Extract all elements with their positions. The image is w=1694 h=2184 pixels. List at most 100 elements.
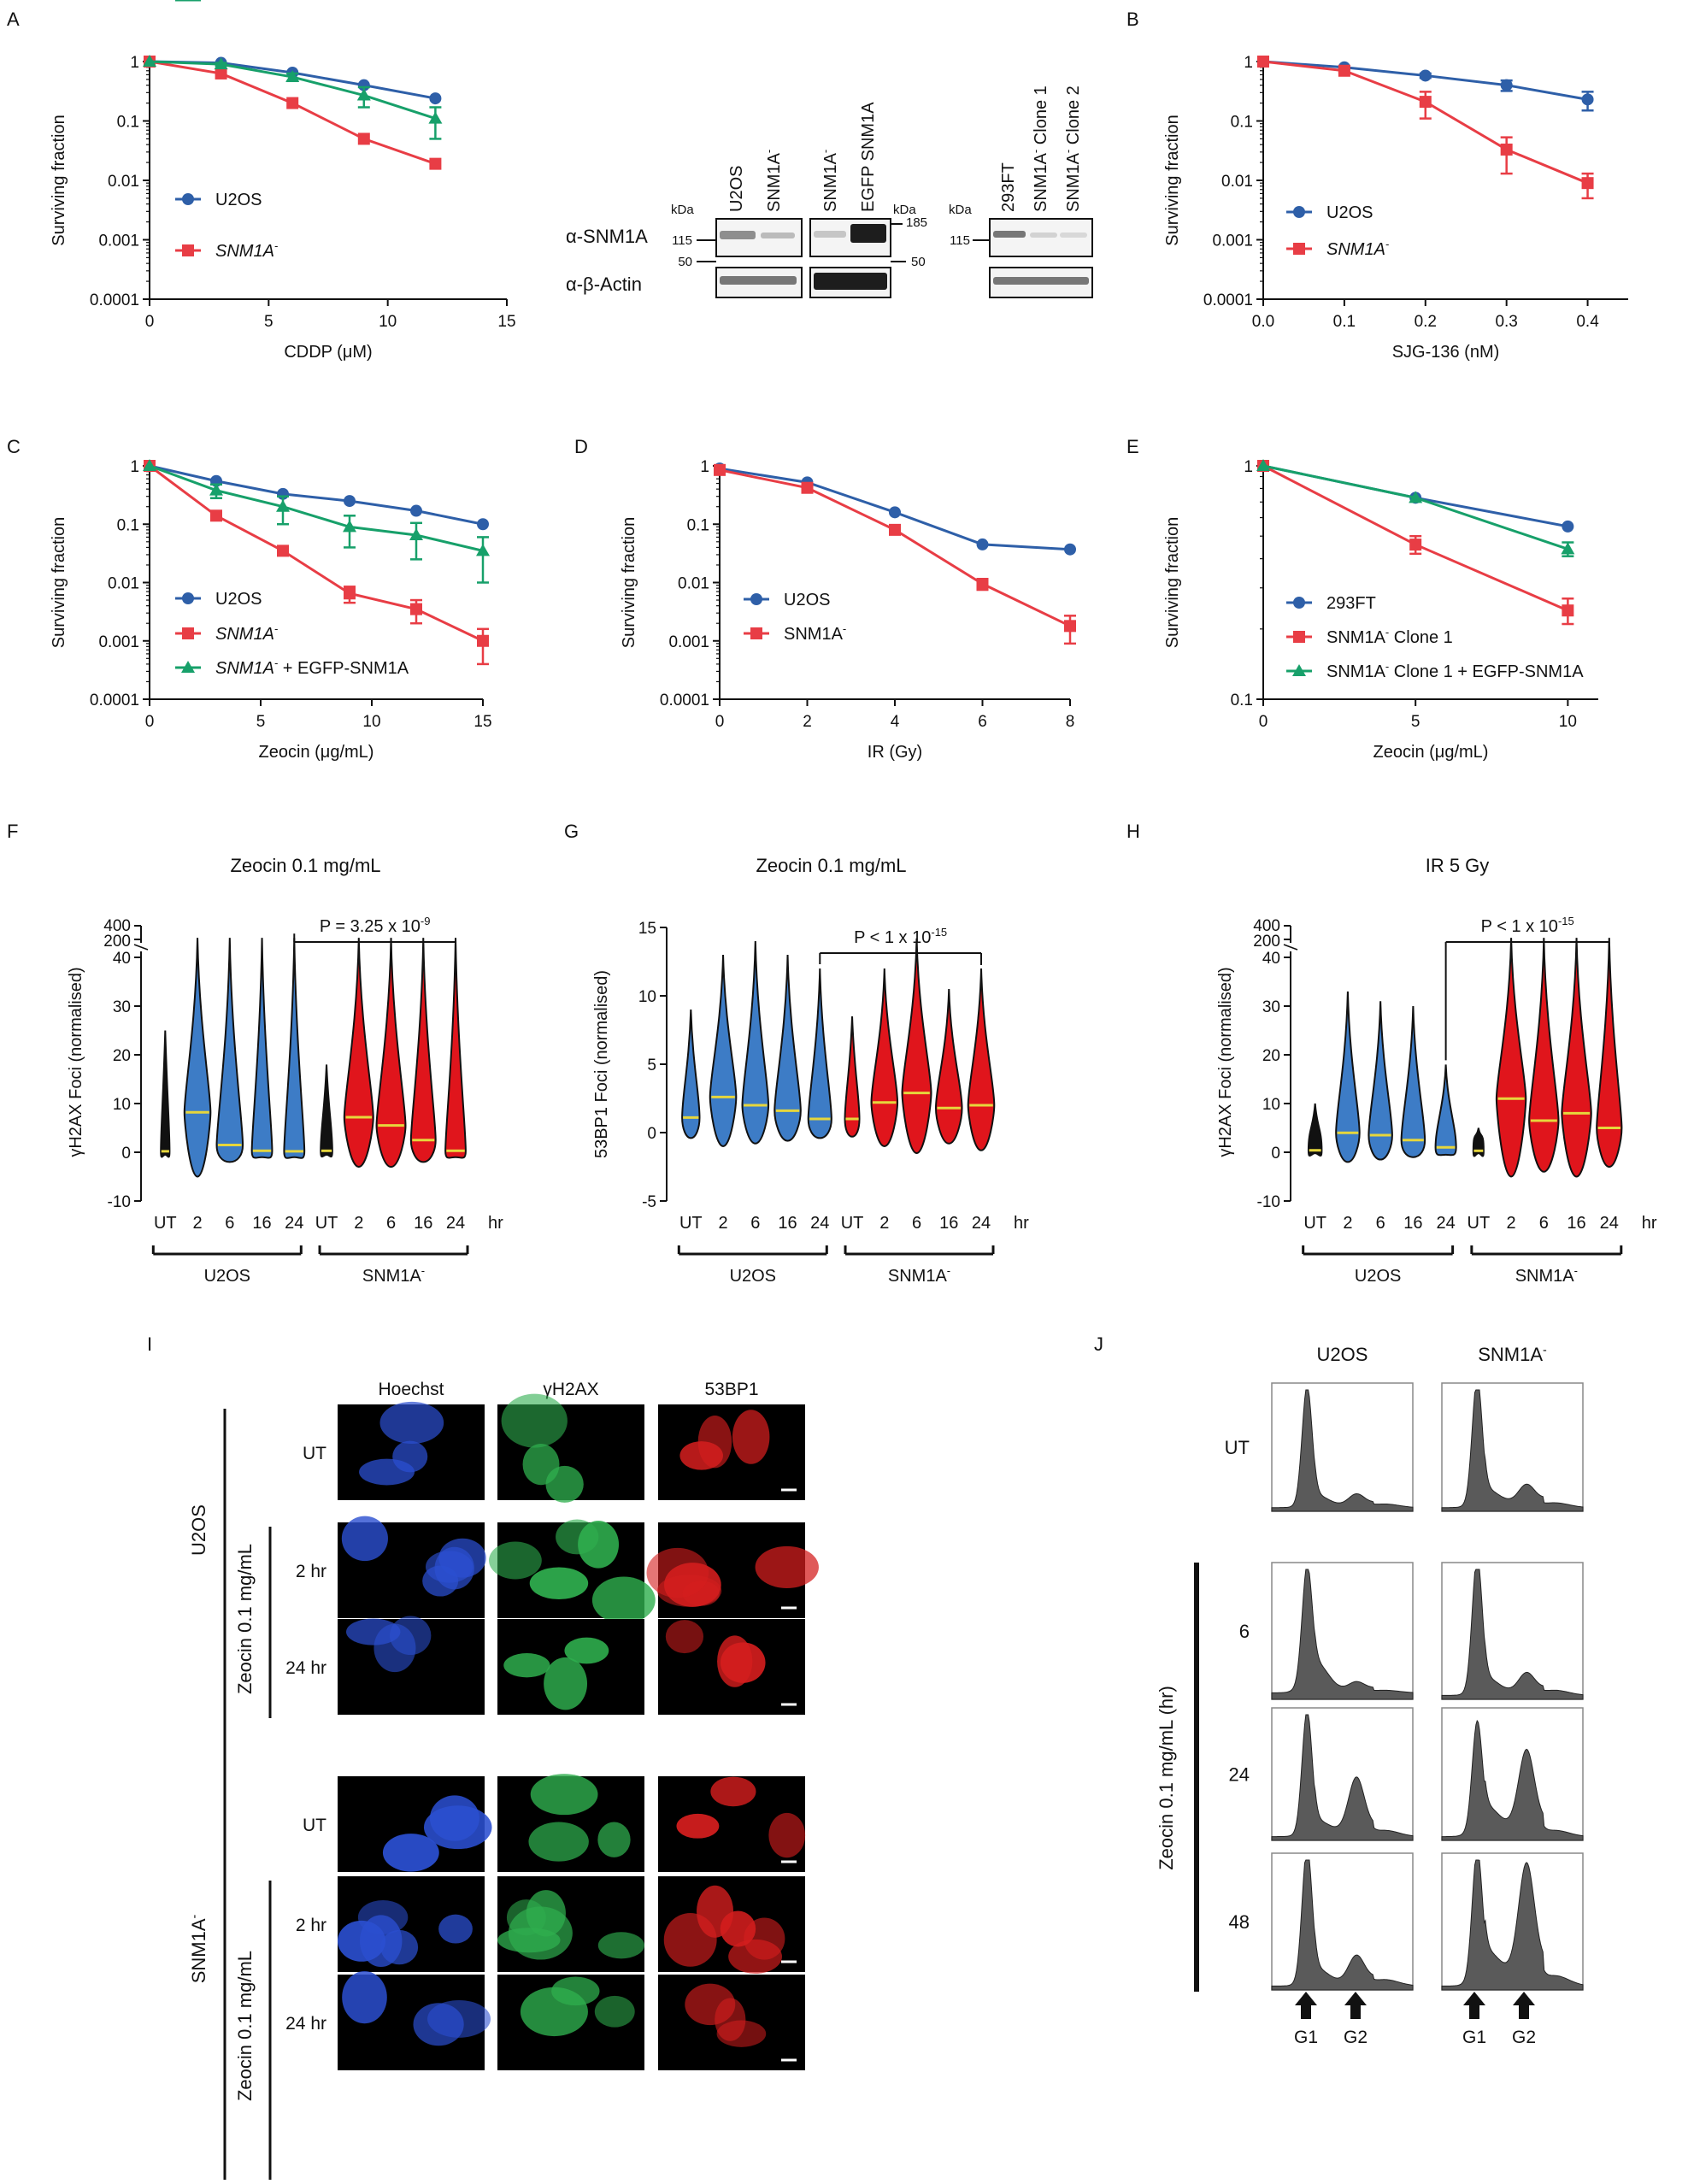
band xyxy=(720,276,797,285)
treatment-label: Zeocin 0.1 mg/mL (hr) xyxy=(1156,1686,1177,1870)
x-tick-label: 5 xyxy=(256,713,266,731)
data-point xyxy=(429,92,442,105)
violin xyxy=(934,988,963,1145)
data-point xyxy=(1561,542,1575,555)
x-tick-label: 0.3 xyxy=(1495,313,1517,331)
x-tick-label: 16 xyxy=(778,1214,797,1233)
y-tick-label: 0.01 xyxy=(678,575,709,593)
legend-marker xyxy=(182,244,194,256)
y-tick-label: 20 xyxy=(113,1047,131,1065)
histogram xyxy=(1441,1859,1584,1991)
nucleus xyxy=(345,1618,401,1645)
x-tick-label: 16 xyxy=(1403,1214,1422,1233)
x-tick-label: 0 xyxy=(1259,713,1268,731)
chart-g: Zeocin 0.1 mg/mL -5 0 5 10 15 53BP1 Foci (norm… xyxy=(592,855,1029,1286)
x-tick-label: 0 xyxy=(715,713,725,731)
x-tick-label: 6 xyxy=(1376,1214,1385,1233)
arrow-icon xyxy=(1463,1992,1485,2019)
pval-label: P = 3.25 x 10-9 xyxy=(320,915,431,936)
x-axis-title: SJG-136 (nM) xyxy=(1392,343,1500,362)
violin xyxy=(343,938,374,1169)
nucleus xyxy=(676,1813,720,1839)
violin xyxy=(1335,991,1361,1163)
chart-a: 1 0.1 0.01 0.001 0.0001 0 5 10 15 CDDP (μM) Surviv… xyxy=(50,0,516,362)
nucleus xyxy=(665,1620,704,1654)
nucleus xyxy=(732,1410,770,1464)
nucleus xyxy=(597,1932,644,1959)
x-tick-label: 4 xyxy=(891,713,900,731)
chart-b: 1 0.1 0.01 0.001 0.0001 0.0 0.1 0.2 0.3 0.4 SJG-13… xyxy=(1163,54,1628,362)
y-tick-label: 0 xyxy=(1271,1145,1280,1163)
legend-marker xyxy=(1292,664,1306,676)
y-tick-label: -10 xyxy=(1257,1193,1280,1211)
y-tick-label: 10 xyxy=(638,988,656,1006)
histogram xyxy=(1271,1714,1414,1841)
arrow-icon xyxy=(1513,1992,1535,2019)
y-axis-title: γH2AX Foci (normalised) xyxy=(1216,967,1235,1157)
x-tick-label: 2 xyxy=(192,1214,202,1233)
y-tick-label: 200 xyxy=(103,933,131,951)
violin xyxy=(844,1015,861,1138)
y-axis-title: Surviving fraction xyxy=(1163,115,1182,245)
panel-letter-a: A xyxy=(7,9,20,30)
chart-title: Zeocin 0.1 mg/mL xyxy=(230,855,380,876)
data-point xyxy=(1500,143,1513,156)
axis-break-mark xyxy=(133,944,149,951)
lane-label: U2OS xyxy=(727,166,746,212)
series-line xyxy=(149,464,484,526)
histogram xyxy=(1441,1569,1584,1700)
y-tick-label: 0.01 xyxy=(108,173,139,191)
violin xyxy=(160,1030,171,1158)
legend-marker xyxy=(182,627,194,639)
y-tick-label: 0.001 xyxy=(98,633,139,651)
band xyxy=(814,231,846,238)
violin xyxy=(1434,1064,1457,1157)
data-point xyxy=(1581,177,1594,190)
nucleus xyxy=(423,1805,492,1850)
y-tick-label: 0 xyxy=(647,1125,656,1143)
data-point xyxy=(889,506,901,519)
violin xyxy=(250,938,274,1159)
y-tick-label: 400 xyxy=(103,917,131,935)
x-tick-label: 24 xyxy=(285,1214,303,1233)
y-tick-label: 15 xyxy=(638,920,656,938)
y-tick-label: 1 xyxy=(130,458,139,476)
x-tick-label: 24 xyxy=(1600,1214,1619,1233)
band xyxy=(1060,233,1087,238)
data-point xyxy=(285,70,300,83)
chart-j: U2OS SNM1A- UT 6 24 48 Zeocin 0.1 mg/mL (hr) G1… xyxy=(1156,1344,1584,2047)
x-tick-label: 16 xyxy=(1567,1214,1585,1233)
y-tick-label: 0.0001 xyxy=(90,692,139,709)
x-tick-label: 0.4 xyxy=(1576,313,1599,331)
data-point xyxy=(1419,69,1432,82)
marker-115: 115 xyxy=(672,233,692,248)
legend-marker xyxy=(181,661,195,673)
legend-entry: SNM1A- Clone 1 + EGFP-SNM1A xyxy=(1326,660,1584,681)
y-tick-label: 30 xyxy=(1262,998,1280,1016)
marker-115: 115 xyxy=(950,233,970,248)
data-point xyxy=(143,459,156,471)
histogram-frame xyxy=(1441,1562,1584,1700)
panel-letter-c: C xyxy=(7,436,21,457)
x-axis-title: IR (Gy) xyxy=(868,743,922,762)
y-tick-label: 5 xyxy=(647,1057,656,1074)
data-point xyxy=(1562,604,1574,617)
y-axis-title: Surviving fraction xyxy=(1163,517,1182,648)
legend-marker xyxy=(750,593,762,605)
legend-entry: U2OS xyxy=(784,591,830,609)
marker-50: 50 xyxy=(678,255,692,269)
legend-entry: U2OS xyxy=(215,191,262,209)
x-tick-label: 6 xyxy=(912,1214,921,1233)
data-point xyxy=(276,499,290,512)
nucleus xyxy=(728,1939,782,1974)
blot-box xyxy=(715,218,803,257)
data-point xyxy=(410,504,422,517)
nucleus xyxy=(427,1999,491,2038)
nucleus xyxy=(529,1567,589,1600)
x-tick-label: 24 xyxy=(1436,1214,1455,1233)
legend-entry: SNM1A- xyxy=(1326,238,1390,259)
y-tick-label: 0.1 xyxy=(687,516,709,534)
legend-marker xyxy=(1293,206,1305,218)
